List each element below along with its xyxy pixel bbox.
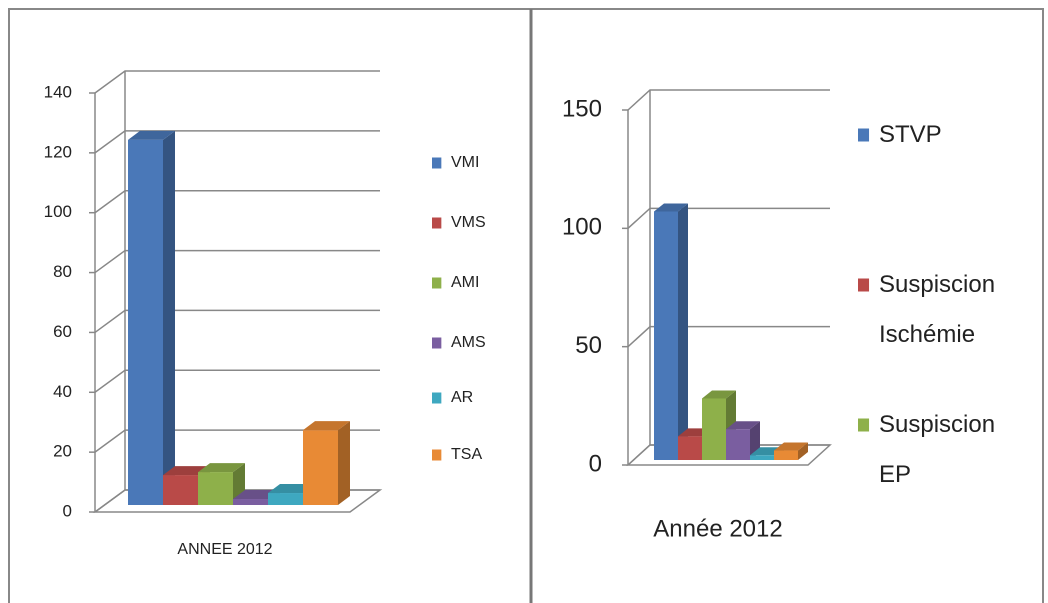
y-tick-label: 120	[44, 142, 72, 161]
grid-line	[627, 325, 830, 348]
x-tick-label: Année 2012	[653, 515, 782, 542]
frame	[8, 8, 1044, 603]
legend-label: VMI	[451, 154, 480, 171]
grid-line	[94, 189, 380, 214]
y-tick-label: 60	[53, 322, 72, 341]
bar-top	[128, 130, 175, 140]
bar-side	[678, 203, 688, 460]
y-tick-label: 150	[562, 95, 602, 122]
bar-side	[163, 130, 175, 505]
y-tick-label: 140	[44, 82, 72, 101]
bar	[678, 436, 702, 460]
legend-label: TSA	[451, 446, 483, 463]
bar-top	[726, 421, 760, 430]
grid-line	[94, 130, 380, 154]
legend-marker	[432, 277, 442, 289]
y-tick-label: 50	[575, 332, 602, 359]
bar	[303, 430, 338, 505]
grid-line	[94, 369, 380, 393]
bar	[702, 398, 726, 460]
legend-marker	[432, 449, 442, 461]
y-tick-label: 80	[53, 262, 72, 281]
legend-label: STVP	[879, 121, 942, 148]
y-tick-label: 100	[44, 202, 72, 221]
bar-top	[654, 203, 688, 212]
bar	[128, 139, 163, 505]
grid-line	[627, 444, 830, 466]
bar	[774, 450, 798, 460]
legend-label: VMS	[451, 214, 486, 231]
legend-label: AMS	[451, 334, 486, 351]
bar	[198, 472, 233, 505]
legend-label: AMI	[451, 274, 480, 291]
grid-line	[94, 309, 380, 334]
grid-line	[94, 70, 380, 94]
legend-label: Suspiscion Ischémie	[879, 271, 996, 348]
grid-line	[94, 429, 380, 453]
legend-marker	[432, 392, 442, 404]
bar-top	[303, 421, 350, 431]
legend-label: Suspiscion EP	[879, 411, 996, 488]
y-tick-label: 0	[589, 450, 602, 477]
legend-label: AR	[451, 389, 474, 406]
bar-top	[774, 442, 808, 451]
y-tick-label: 40	[53, 382, 72, 401]
bar-top	[198, 463, 245, 473]
grid-line	[627, 207, 830, 229]
legend-marker	[432, 217, 442, 229]
legend-marker	[432, 157, 442, 169]
grid-line	[627, 89, 830, 111]
y-tick-label: 0	[63, 501, 72, 520]
grid-line	[94, 249, 380, 274]
y-tick-label: 100	[562, 214, 602, 241]
bar	[654, 211, 678, 460]
bar-top	[702, 390, 736, 399]
legend-marker	[858, 128, 870, 142]
legend-marker	[858, 418, 870, 432]
bar	[233, 499, 268, 505]
bar-side	[798, 442, 808, 460]
y-tick-label: 20	[53, 442, 72, 461]
x-tick-label: ANNEE 2012	[177, 541, 272, 558]
bar-side	[338, 421, 350, 505]
bar	[163, 475, 198, 505]
legend-marker	[432, 337, 442, 349]
legend-marker	[858, 278, 870, 292]
bar	[726, 429, 750, 460]
bar	[268, 493, 303, 505]
bar	[750, 455, 774, 460]
